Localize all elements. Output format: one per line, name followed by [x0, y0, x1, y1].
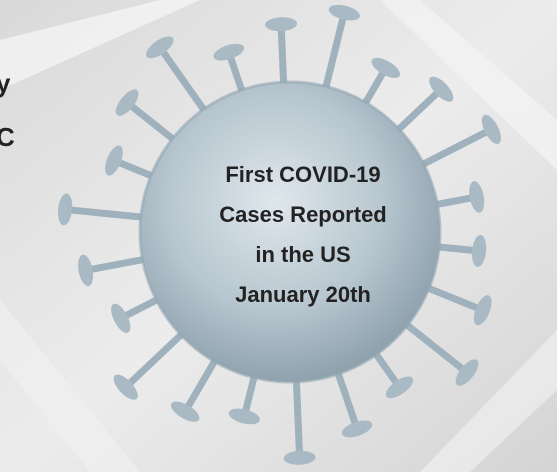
spike-stem [122, 324, 192, 391]
caption-line: January 20th [235, 282, 371, 307]
spike-stem [411, 125, 495, 172]
virus-outline [138, 80, 442, 384]
spike-head [78, 254, 94, 287]
spike-head [170, 401, 200, 422]
spike-stem [156, 43, 213, 122]
spike-head [283, 450, 316, 465]
spike-head [469, 181, 485, 213]
spike-head [341, 420, 373, 438]
spike-head [265, 17, 298, 32]
streak [0, 0, 200, 90]
spike-head [385, 376, 414, 399]
spike-stem [61, 205, 155, 222]
caption-line: in the US [255, 242, 350, 267]
spike-head [105, 145, 123, 176]
spike-head [213, 43, 245, 61]
caption-line: First COVID-19 [225, 162, 380, 187]
spike-head [473, 295, 492, 326]
caption-line: Cases Reported [219, 202, 387, 227]
spike-stem [320, 9, 348, 100]
streak [0, 300, 140, 472]
spike-head [328, 4, 360, 21]
spike-head [455, 359, 479, 386]
spike-head [113, 374, 138, 400]
spike-head [481, 114, 501, 145]
spike-head [228, 408, 260, 425]
spike-head [471, 235, 487, 267]
spike-head [429, 76, 454, 102]
virus-body [140, 82, 440, 382]
streak [420, 330, 557, 472]
spike-head [57, 193, 73, 226]
spike-head [115, 89, 139, 116]
spike-head [371, 57, 401, 78]
spike-head [111, 303, 131, 333]
caption: First COVID-19 Cases Reported in the US … [219, 162, 387, 307]
streak [380, 0, 557, 170]
edge-fragment: C [0, 122, 15, 152]
spike-stem [396, 315, 471, 377]
spike-stem [292, 368, 304, 462]
spike-head [146, 36, 174, 59]
edge-fragment: y [0, 68, 11, 98]
